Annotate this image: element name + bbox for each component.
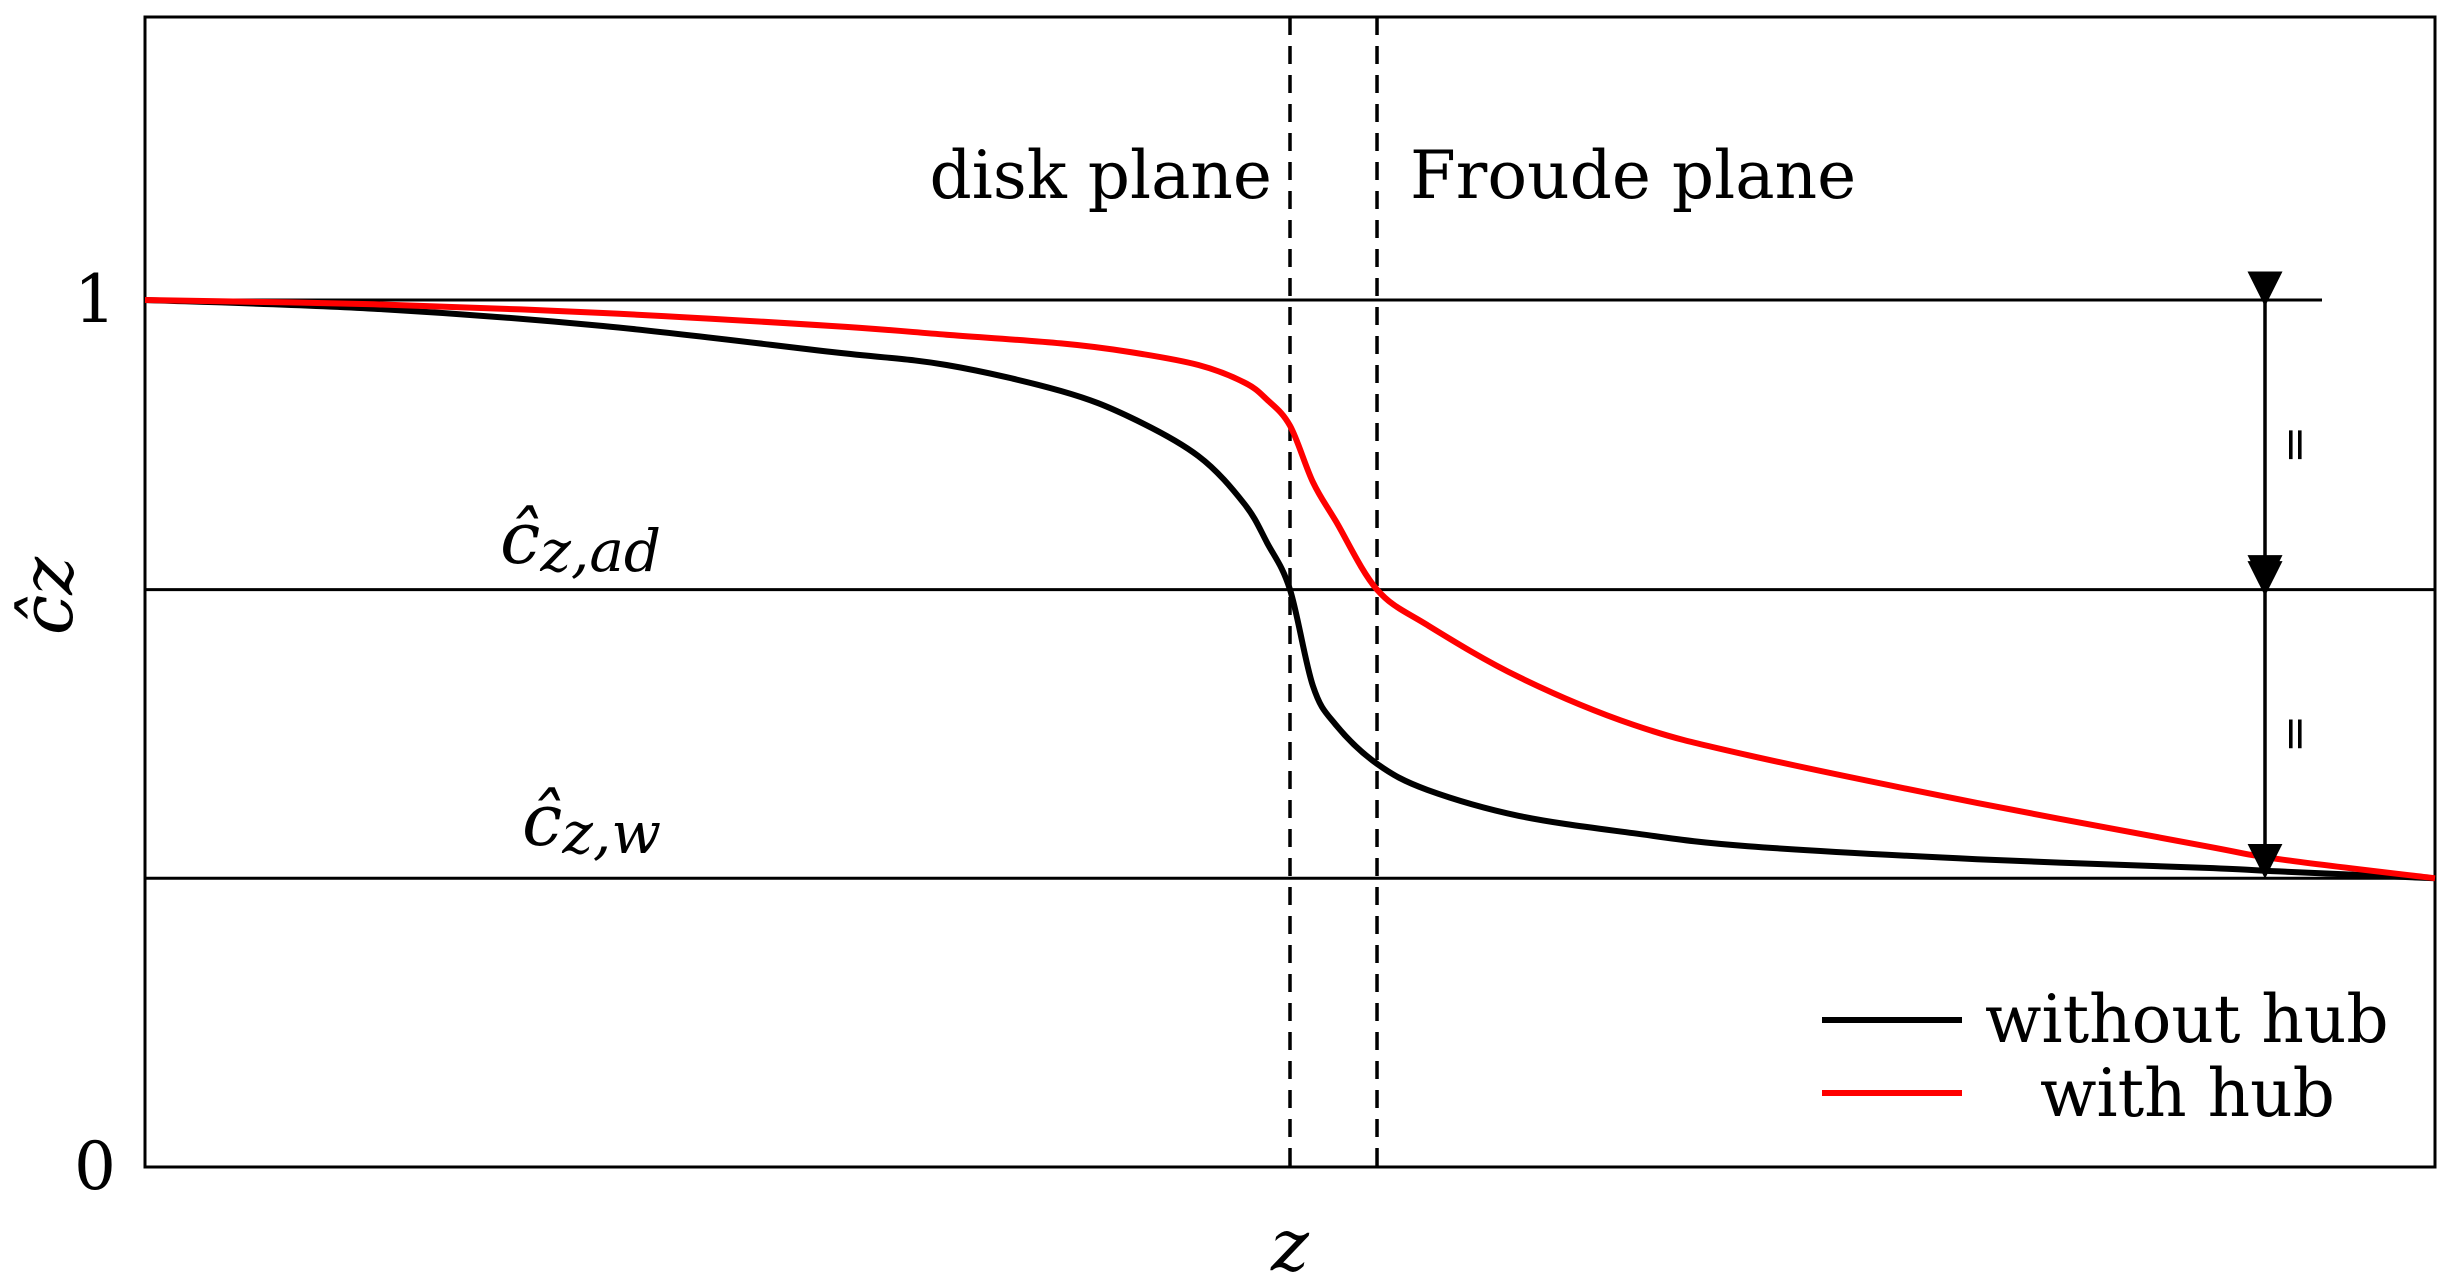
c-z-ad-label: ĉz,ad: [500, 496, 661, 585]
x-axis-label: z: [1270, 1203, 1310, 1284]
equal-mark-upper: =: [2270, 426, 2324, 465]
disk-plane-label: disk plane: [930, 137, 1272, 214]
equal-mark-lower: =: [2270, 715, 2324, 754]
c-z-ad-label-base: ĉ: [500, 496, 540, 580]
series-line-with-hub: [144, 297, 2436, 882]
legend-label-without-hub: without hub: [1985, 981, 2389, 1058]
froude-plane-label: Froude plane: [1410, 137, 1856, 214]
c-z-w-label-sub: z,w: [561, 799, 661, 867]
y-tick-label-0: 0: [74, 1128, 116, 1205]
c-z-w-label-base: ĉ: [522, 778, 562, 862]
y-tick-label-1: 1: [74, 261, 116, 338]
y-axis-label: ĉz: [5, 556, 89, 635]
legend: without hub with hub: [1822, 981, 2389, 1132]
c-z-w-label: ĉz,w: [522, 778, 661, 867]
series-line-without-hub: [144, 297, 2436, 882]
legend-label-with-hub: with hub: [2040, 1055, 2335, 1132]
c-z-ad-label-sub: z,ad: [539, 517, 661, 585]
